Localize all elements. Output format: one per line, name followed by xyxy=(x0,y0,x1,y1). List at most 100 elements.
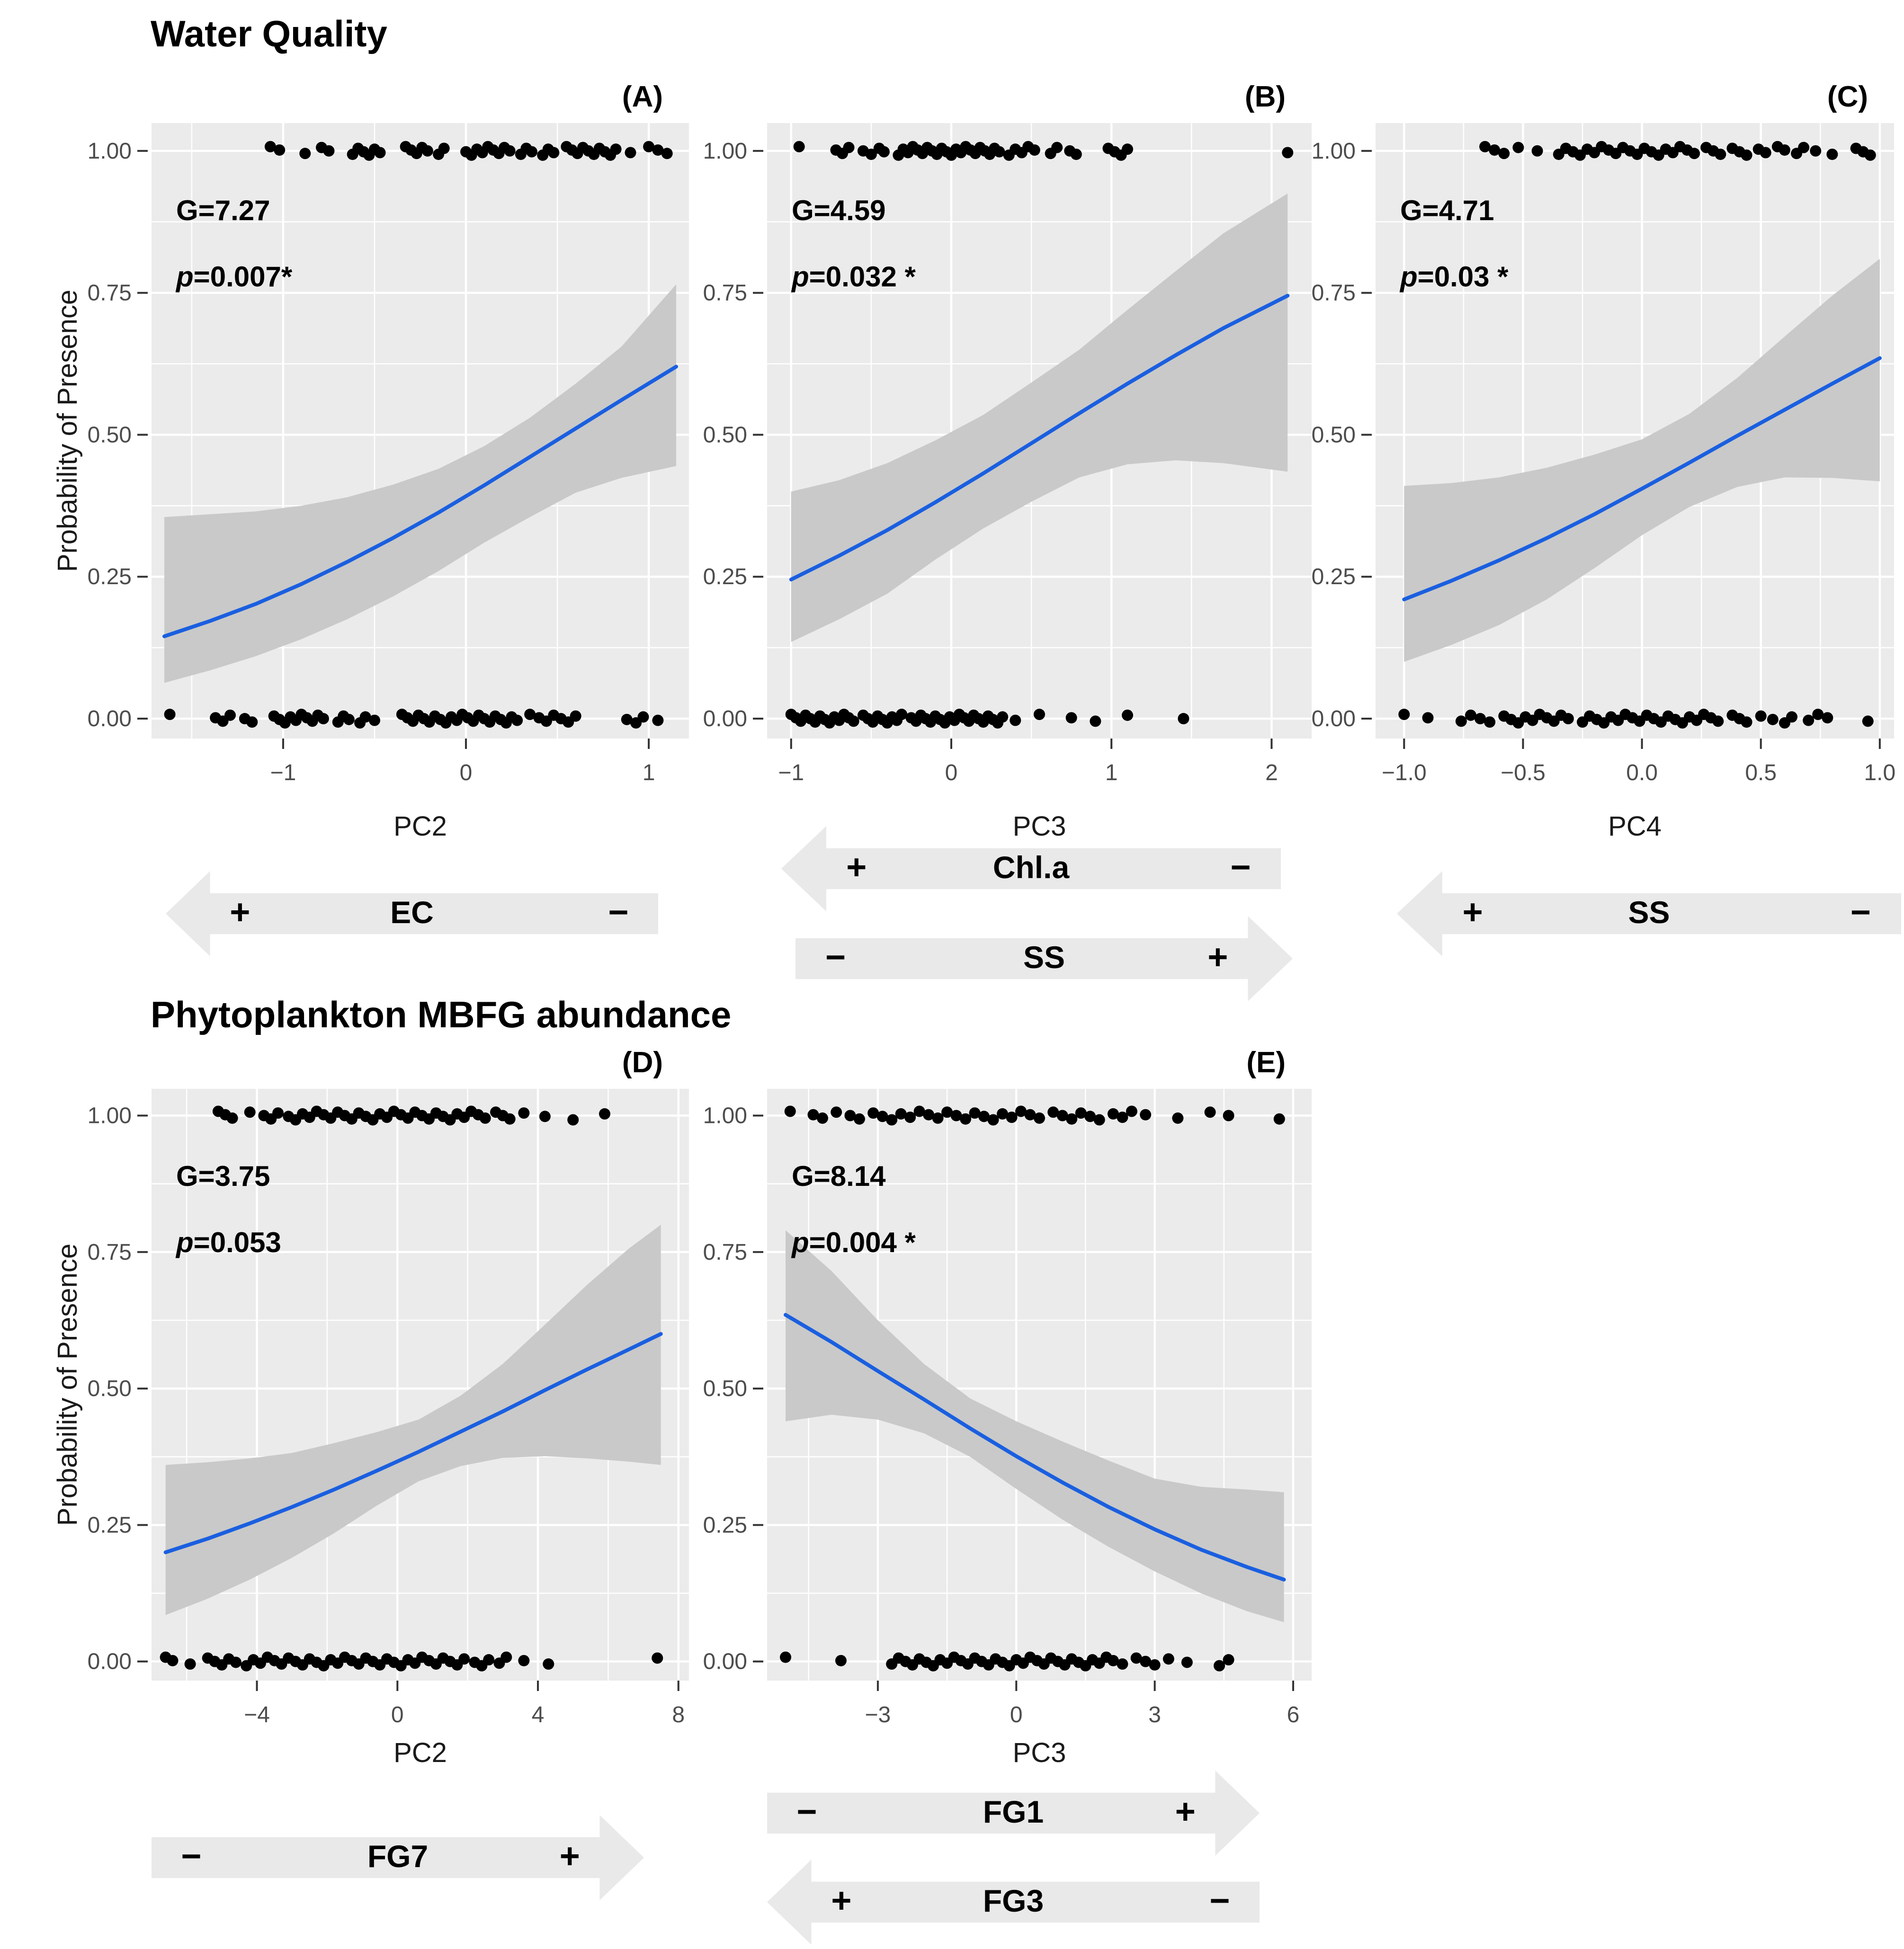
y-tick-label: 0.75 xyxy=(88,281,132,306)
absence-point xyxy=(1034,709,1045,721)
presence-point xyxy=(950,1110,962,1121)
x-tick-label: −4 xyxy=(244,1702,270,1727)
panel-b-plot: (B) −1 0 1 2 0.00 0.25 0.50 0.75 1.00 PC3 G=4.59 p=0… xyxy=(703,80,1312,842)
arrow-variable-label: SS xyxy=(1628,894,1670,930)
y-tick-label: 0.50 xyxy=(1312,422,1356,447)
panel-label-c: (C) xyxy=(1827,80,1868,113)
fitted-curve xyxy=(789,294,1290,582)
confidence-band xyxy=(791,193,1288,642)
absence-point xyxy=(1475,713,1486,725)
x-tick-label: 1.0 xyxy=(1864,760,1895,785)
presence-point xyxy=(853,1113,865,1125)
presence-point xyxy=(1779,144,1790,156)
y-tick-label: 0.75 xyxy=(88,1240,132,1265)
stats-g-value: G=3.75 xyxy=(176,1160,270,1192)
fitted-curve xyxy=(162,365,678,639)
absence-point xyxy=(1010,714,1021,726)
panel-d-plot: (D) −4 0 4 8 0.00 0.25 0.50 0.75 1.00 PC2 Probabili… xyxy=(52,1046,689,1768)
stats-p-value: p=0.03 * xyxy=(1399,261,1509,293)
absence-point xyxy=(1812,709,1824,721)
y-tick-label: 1.00 xyxy=(1312,139,1356,164)
stats-p-value: p=0.007* xyxy=(175,261,293,293)
absence-point xyxy=(1122,709,1134,721)
y-tick-label: 0.00 xyxy=(88,706,132,731)
presence-point xyxy=(599,1108,610,1120)
panel-label-e: (E) xyxy=(1246,1046,1286,1079)
absence-point xyxy=(1484,716,1496,728)
presence-point xyxy=(643,141,655,152)
gradient-arrow-ss-b: − SS + xyxy=(796,916,1293,1001)
presence-point xyxy=(652,144,664,156)
arrow-variable-label: Chl.a xyxy=(992,849,1070,885)
stats-g-value: G=7.27 xyxy=(176,195,270,226)
absence-point xyxy=(343,713,355,725)
x-tick-label: 0 xyxy=(945,760,958,785)
presence-point xyxy=(610,143,622,155)
absence-point xyxy=(1181,1656,1193,1668)
presence-point xyxy=(969,1107,981,1119)
x-tick-label: 0.5 xyxy=(1745,760,1777,785)
presence-point xyxy=(526,146,537,158)
absence-point xyxy=(1562,713,1574,725)
presence-point xyxy=(226,1112,238,1124)
y-tick-label: 1.00 xyxy=(703,139,747,164)
panel-label-b: (B) xyxy=(1245,80,1286,113)
presence-point xyxy=(1489,144,1501,156)
presence-point xyxy=(997,1108,1009,1120)
y-tick-label: 0.50 xyxy=(703,1376,747,1401)
presence-point xyxy=(1028,144,1040,156)
absence-point xyxy=(518,1655,530,1666)
x-tick-label: 3 xyxy=(1148,1702,1161,1727)
absence-point xyxy=(230,1656,242,1668)
absence-point xyxy=(652,1652,663,1664)
absence-point xyxy=(1862,715,1874,727)
presence-point xyxy=(1172,1112,1184,1124)
presence-point xyxy=(539,1111,551,1122)
absence-point xyxy=(570,710,581,722)
gradient-arrow-fg1: − FG1 + xyxy=(767,1771,1260,1856)
presence-point xyxy=(1047,1106,1059,1118)
fitted-curve xyxy=(163,1332,663,1555)
presence-point xyxy=(1282,147,1294,159)
absence-point xyxy=(779,1651,791,1663)
absence-point xyxy=(1712,715,1724,727)
presence-point xyxy=(272,1107,284,1119)
y-axis-title: Probability of Presence xyxy=(52,1244,83,1526)
y-tick-label: 0.25 xyxy=(703,564,747,589)
presence-point xyxy=(421,145,433,157)
presence-point xyxy=(876,1111,888,1122)
section-title-water-quality: Water Quality xyxy=(151,13,387,54)
presence-point xyxy=(923,1109,935,1121)
presence-point xyxy=(661,148,673,160)
x-tick-label: −1 xyxy=(778,760,804,785)
y-tick-label: 0.25 xyxy=(88,564,132,589)
absence-point xyxy=(1149,1659,1161,1671)
absence-point xyxy=(896,709,908,721)
presence-point xyxy=(1093,1114,1105,1126)
arrow-right-sign: + xyxy=(559,1836,580,1876)
y-axis-title: Probability of Presence xyxy=(52,290,83,572)
arrow-variable-label: EC xyxy=(390,894,434,930)
x-axis-title: PC3 xyxy=(1013,811,1066,842)
x-tick-label: −1 xyxy=(270,760,296,785)
presence-point xyxy=(1810,145,1822,157)
presence-point xyxy=(867,1107,879,1119)
presence-point xyxy=(844,1110,856,1121)
y-tick-label: 1.00 xyxy=(703,1104,747,1129)
gradient-arrow-ss-c: + SS − xyxy=(1397,871,1901,956)
presence-point xyxy=(1498,148,1510,160)
section-title-phytoplankton-mbfg: Phytoplankton MBFG abundance xyxy=(151,994,732,1035)
presence-point xyxy=(913,1105,925,1117)
absence-point xyxy=(511,714,523,726)
absence-point xyxy=(359,711,371,723)
presence-point xyxy=(1117,1112,1128,1123)
absence-point xyxy=(458,1653,470,1665)
presence-point xyxy=(1084,1111,1096,1122)
absence-point xyxy=(652,714,664,726)
presence-point xyxy=(1140,1109,1152,1121)
presence-point xyxy=(323,145,335,157)
arrow-variable-label: FG3 xyxy=(983,1883,1044,1918)
absence-point xyxy=(1398,709,1410,721)
absence-point xyxy=(1178,713,1189,725)
